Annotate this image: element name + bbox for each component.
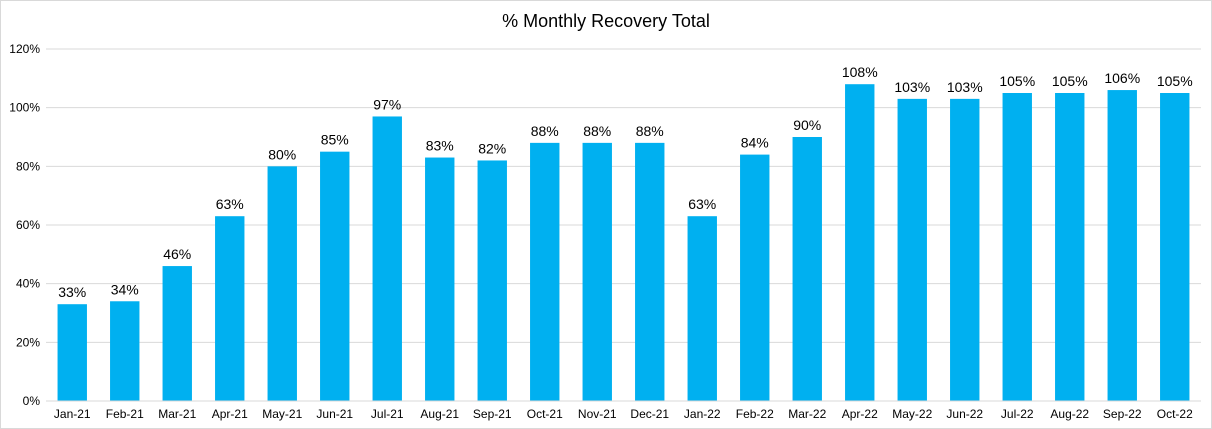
x-tick-label: Apr-21 — [212, 407, 248, 421]
x-tick-label: Mar-22 — [788, 407, 826, 421]
x-tick-label: Feb-21 — [106, 407, 144, 421]
x-tick-label: Dec-21 — [630, 407, 669, 421]
data-label: 34% — [111, 281, 139, 297]
y-tick-label: 60% — [16, 218, 40, 232]
data-label: 105% — [999, 73, 1035, 89]
y-tick-label: 120% — [9, 42, 40, 56]
data-label: 90% — [793, 117, 821, 133]
y-tick-label: 100% — [9, 101, 40, 115]
x-tick-label: Sep-22 — [1103, 407, 1142, 421]
bar — [845, 84, 875, 401]
bar — [215, 216, 245, 401]
x-tick-label: Aug-21 — [420, 407, 459, 421]
y-tick-label: 20% — [16, 335, 40, 349]
bar — [635, 142, 665, 401]
bar — [1002, 93, 1032, 401]
data-label: 80% — [268, 146, 296, 162]
data-label: 46% — [163, 246, 191, 262]
x-tick-label: Jun-21 — [316, 407, 353, 421]
data-label: 105% — [1052, 73, 1088, 89]
x-tick-label: Nov-21 — [578, 407, 617, 421]
x-tick-label: Jan-21 — [54, 407, 91, 421]
bar — [57, 304, 87, 401]
bar — [740, 154, 770, 401]
data-label: 85% — [321, 132, 349, 148]
x-tick-label: Oct-21 — [527, 407, 563, 421]
bar — [530, 142, 560, 401]
x-tick-label: Jul-21 — [371, 407, 404, 421]
data-label: 83% — [426, 138, 454, 154]
bar — [110, 301, 140, 401]
bar — [320, 151, 350, 401]
x-tick-label: Mar-21 — [158, 407, 196, 421]
data-label: 108% — [842, 64, 878, 80]
x-tick-label: Oct-22 — [1157, 407, 1193, 421]
bar — [1055, 93, 1085, 401]
bar — [162, 266, 192, 401]
data-label: 88% — [583, 123, 611, 139]
bar — [372, 116, 402, 401]
x-tick-label: Jun-22 — [946, 407, 983, 421]
data-label: 105% — [1157, 73, 1193, 89]
x-tick-label: Jan-22 — [684, 407, 721, 421]
data-label: 82% — [478, 140, 506, 156]
bar — [1107, 90, 1137, 402]
bar — [897, 98, 927, 401]
x-axis-tick-labels: Jan-21 Feb-21 Mar-21 Apr-21 May-21 Jun-21 Jul-… — [54, 407, 1193, 421]
data-labels: 33% 34% 46% 63% 80% 85% 97% 83% 82% 88% 88% 88% 63% 8… — [58, 64, 1192, 300]
bar — [950, 98, 980, 401]
bar — [425, 157, 455, 401]
data-label: 88% — [531, 123, 559, 139]
x-tick-label: May-21 — [262, 407, 302, 421]
data-label: 97% — [373, 96, 401, 112]
x-tick-label: May-22 — [892, 407, 932, 421]
x-tick-label: Apr-22 — [842, 407, 878, 421]
data-label: 103% — [947, 79, 983, 95]
data-label: 103% — [894, 79, 930, 95]
bar — [582, 142, 612, 401]
y-axis-tick-labels: 0% 20% 40% 60% 80% 100% 120% — [9, 42, 40, 408]
data-label: 33% — [58, 284, 86, 300]
y-tick-label: 80% — [16, 159, 40, 173]
bar — [792, 137, 822, 401]
bar — [477, 160, 507, 401]
x-tick-label: Feb-22 — [736, 407, 774, 421]
data-label: 84% — [741, 135, 769, 151]
data-label: 63% — [688, 196, 716, 212]
bar — [1160, 93, 1190, 401]
y-tick-label: 40% — [16, 277, 40, 291]
bar — [687, 216, 717, 401]
data-label: 88% — [636, 123, 664, 139]
data-label: 63% — [216, 196, 244, 212]
bar — [267, 166, 297, 401]
x-tick-label: Sep-21 — [473, 407, 512, 421]
y-tick-label: 0% — [23, 394, 41, 408]
bars — [57, 84, 1190, 402]
x-tick-label: Aug-22 — [1050, 407, 1089, 421]
x-tick-label: Jul-22 — [1001, 407, 1034, 421]
data-label: 106% — [1104, 70, 1140, 86]
chart-title: % Monthly Recovery Total — [502, 11, 710, 31]
